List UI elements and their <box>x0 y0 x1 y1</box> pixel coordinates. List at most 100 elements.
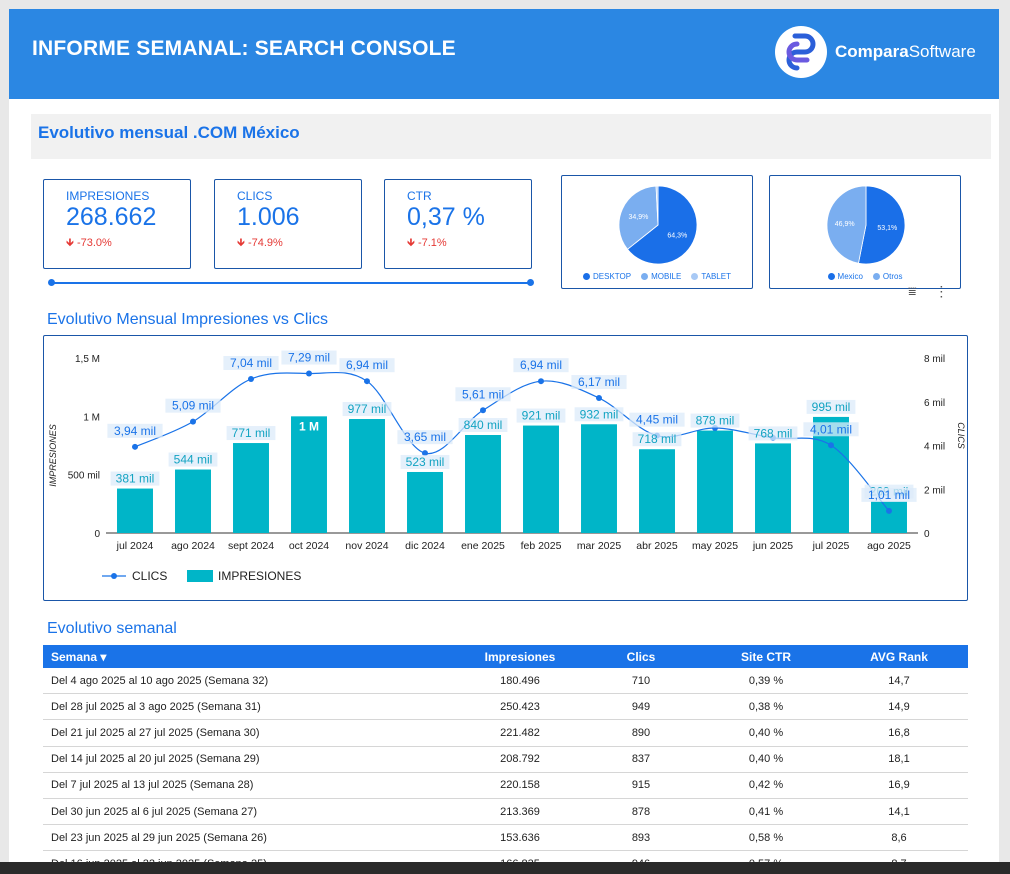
clicks-point[interactable] <box>364 378 370 385</box>
y2-tick-label: 2 mil <box>924 485 945 496</box>
clicks-data-label-bg <box>803 422 859 437</box>
legend-item[interactable]: MOBILE <box>641 272 681 281</box>
impressions-data-label-bg <box>168 452 218 467</box>
clicks-point[interactable] <box>190 418 196 425</box>
legend-item[interactable]: Otros <box>872 272 902 281</box>
country-pie-chart[interactable]: 53,1% 46,9% <box>770 176 962 272</box>
header-ctr[interactable]: Site CTR <box>740 649 791 664</box>
report-title: INFORME SEMANAL: SEARCH CONSOLE <box>32 37 456 60</box>
pie-slice[interactable] <box>626 185 698 265</box>
clicks-data-label-bg <box>861 487 917 502</box>
clicks-data-label-text: 4,01 mil <box>810 422 852 436</box>
clicks-data-label: 7,29 mil <box>281 350 337 365</box>
impressions-data-label-text: 544 mil <box>174 453 213 467</box>
y-axis-label: IMPRESIONES <box>48 424 58 487</box>
clicks-point[interactable] <box>132 443 138 450</box>
x-tick-label: mar 2025 <box>577 540 622 552</box>
clicks-data-label-text: 6,94 mil <box>520 358 562 372</box>
header-clics[interactable]: Clics <box>626 649 656 664</box>
table-row[interactable]: Del 14 jul 2025 al 20 jul 2025 (Semana 2… <box>43 747 968 773</box>
clicks-point[interactable] <box>480 407 486 414</box>
table-cell: 16,8 <box>888 726 910 739</box>
clicks-point[interactable] <box>886 507 892 514</box>
impressions-data-label-bg <box>806 399 856 414</box>
table-cell: Del 21 jul 2025 al 27 jul 2025 (Semana 3… <box>51 726 260 739</box>
impressions-bar[interactable] <box>117 488 153 533</box>
impressions-bar[interactable] <box>291 416 327 533</box>
clicks-data-label: 1,01 mil <box>861 487 917 502</box>
impressions-bar[interactable] <box>639 449 675 533</box>
kpi-label: CLICS <box>237 189 273 203</box>
legend-item[interactable]: DESKTOP <box>583 272 631 281</box>
impressions-bar[interactable] <box>581 424 617 533</box>
device-pie-chart[interactable]: 64,3% 34,9% <box>562 176 754 272</box>
pie-slice[interactable] <box>857 185 906 265</box>
impressions-bar[interactable] <box>871 501 907 533</box>
clicks-point[interactable] <box>828 442 834 449</box>
legend-label: TABLET <box>701 272 731 281</box>
impressions-bar[interactable] <box>697 430 733 533</box>
impressions-data-label: 977 mil <box>342 402 392 417</box>
clicks-data-label-text: 6,17 mil <box>578 375 620 389</box>
table-row[interactable]: Del 21 jul 2025 al 27 jul 2025 (Semana 3… <box>43 720 968 747</box>
report-page: INFORME SEMANAL: SEARCH CONSOLE ComparaS… <box>9 9 999 874</box>
clicks-point[interactable] <box>306 370 312 377</box>
legend-impressions-swatch-icon <box>187 570 213 582</box>
table-row[interactable]: Del 28 jul 2025 al 3 ago 2025 (Semana 31… <box>43 694 968 721</box>
x-tick-label: jul 2024 <box>116 540 154 552</box>
y-tick-label: 500 mil <box>68 471 100 482</box>
impressions-bar[interactable] <box>465 435 501 533</box>
table-row[interactable]: Del 30 jun 2025 al 6 jul 2025 (Semana 27… <box>43 799 968 826</box>
date-range-slider[interactable] <box>51 282 531 284</box>
clicks-point[interactable] <box>538 378 544 385</box>
header-impresiones[interactable]: Impresiones <box>484 649 556 664</box>
more-vert-icon[interactable]: ⋮ <box>934 283 949 299</box>
impressions-bar[interactable] <box>407 471 443 533</box>
slider-handle-end[interactable] <box>527 279 534 286</box>
impressions-bar[interactable] <box>349 419 385 533</box>
clicks-point[interactable] <box>596 395 602 402</box>
report-header: INFORME SEMANAL: SEARCH CONSOLE ComparaS… <box>9 9 999 99</box>
clicks-point[interactable] <box>422 450 428 457</box>
pie-slice[interactable] <box>655 185 659 226</box>
table-cell: 18,1 <box>888 753 910 766</box>
impressions-bar[interactable] <box>233 443 269 533</box>
impressions-bar[interactable] <box>755 443 791 533</box>
device-pie-legend: DESKTOP MOBILE TABLET <box>562 272 752 281</box>
y2-tick-label: 4 mil <box>924 442 945 453</box>
legend-item[interactable]: Mexico <box>827 272 863 281</box>
legend-clicks-label[interactable]: CLICS <box>132 569 167 583</box>
impressions-data-label: 840 mil <box>458 418 508 432</box>
x-tick-label: sept 2024 <box>228 540 274 552</box>
impressions-data-label-text: 921 mil <box>522 409 561 423</box>
impressions-data-label: 523 mil <box>400 454 450 469</box>
table-row[interactable]: Del 23 jun 2025 al 29 jun 2025 (Semana 2… <box>43 825 968 852</box>
slider-handle-start[interactable] <box>48 279 55 286</box>
country-pie-card: 53,1% 46,9% Mexico Otros <box>769 175 961 289</box>
legend-item[interactable]: TABLET <box>691 272 731 281</box>
legend-dot-icon <box>641 273 649 280</box>
clicks-data-label-bg <box>165 398 221 413</box>
pie-slice[interactable] <box>826 185 867 264</box>
legend-impressions-label[interactable]: IMPRESIONES <box>218 569 301 583</box>
header-avg-rank[interactable]: AVG Rank <box>870 649 928 664</box>
clicks-point[interactable] <box>248 376 254 382</box>
impressions-bar[interactable] <box>175 469 211 533</box>
impressions-data-label-text: 771 mil <box>232 426 271 440</box>
table-row[interactable]: Del 4 ago 2025 al 10 ago 2025 (Semana 32… <box>43 668 968 695</box>
impressions-data-label: 921 mil <box>516 408 566 423</box>
x-tick-label: ago 2025 <box>867 540 911 552</box>
table-cell: 14,1 <box>888 805 910 818</box>
pie-slice[interactable] <box>618 185 659 250</box>
impressions-clicks-chart[interactable]: 0 500 mil 1 M 1,5 M 0 2 mil 4 mil 6 mil 8 mil IMP… <box>44 336 967 600</box>
x-tick-label: feb 2025 <box>521 540 562 552</box>
y-tick-label: 1,5 M <box>75 354 100 365</box>
legend-label: MOBILE <box>651 272 682 281</box>
table-row[interactable]: Del 7 jul 2025 al 13 jul 2025 (Semana 28… <box>43 773 968 799</box>
clicks-data-label-text: 3,94 mil <box>114 424 156 438</box>
header-semana[interactable]: Semana ▾ <box>51 649 107 664</box>
filter-icon[interactable]: ⩸ <box>908 283 917 299</box>
table-cell: 0,42 % <box>748 779 784 792</box>
impressions-bar[interactable] <box>523 425 559 533</box>
table-header: Semana ▾ Impresiones Clics Site CTR AVG … <box>43 645 968 668</box>
